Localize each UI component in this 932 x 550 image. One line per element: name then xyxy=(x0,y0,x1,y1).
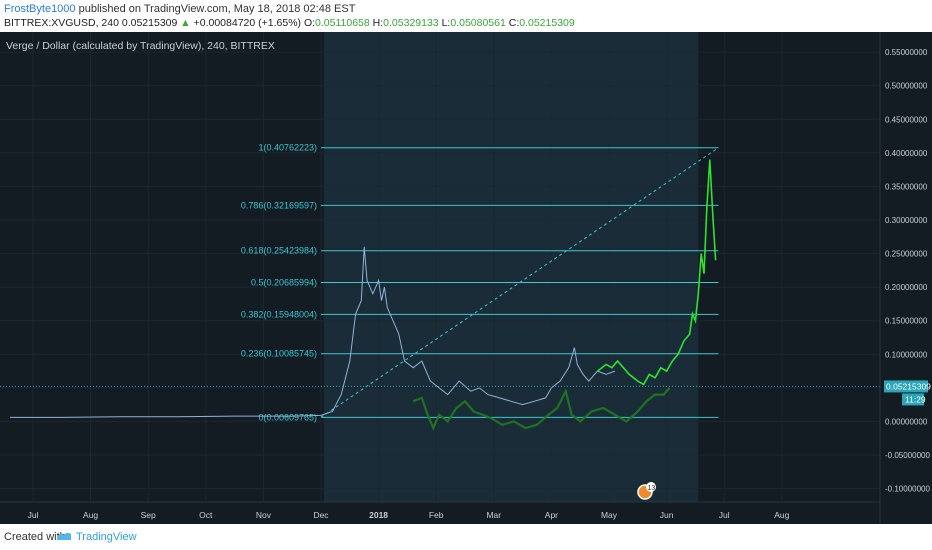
close-label: C: xyxy=(508,17,520,29)
grid-lines xyxy=(0,32,880,502)
tradingview-link[interactable]: TradingView xyxy=(76,531,137,543)
countdown-value: 11:29 xyxy=(905,394,926,404)
published-text: published on TradingView.com, May 18, 20… xyxy=(75,3,356,15)
y-tick-label: 0.30000000 xyxy=(885,216,928,225)
publish-header: FrostByte1000 published on TradingView.c… xyxy=(0,0,932,32)
x-tick-label: Apr xyxy=(545,510,558,520)
price-tag-value: 0.05215309 xyxy=(886,381,931,391)
fib-level-label: 1(0.40762223) xyxy=(258,143,317,153)
open-label: O: xyxy=(303,17,316,29)
high-label: H: xyxy=(372,17,384,29)
fib-level-label: 0.5(0.20685994) xyxy=(251,278,317,288)
y-tick-label: 0.25000000 xyxy=(885,250,928,259)
change-value: +0.00084720 (+1.65%) xyxy=(193,17,302,29)
tradingview-logo-icon xyxy=(57,532,71,540)
highlight-range-band xyxy=(323,32,699,502)
y-tick-label: 0.45000000 xyxy=(885,115,928,124)
open-value: 0.05110658 xyxy=(315,17,370,29)
footer: Created with TradingView xyxy=(0,524,932,550)
price-tag: 0.05215309 11:29 xyxy=(884,380,931,406)
x-tick-label: Aug xyxy=(83,510,98,520)
x-tick-label: Aug xyxy=(774,510,789,520)
event-flag-icon[interactable]: 13 xyxy=(637,482,656,500)
x-tick-label: Sep xyxy=(141,510,156,520)
ohlc-line: BITTREX:XVGUSD, 240 0.05215309 ▲ +0.0008… xyxy=(4,17,575,29)
created-with-text: Created with xyxy=(4,531,66,543)
fib-level-label: 0.786(0.32169597) xyxy=(241,200,317,210)
x-tick-label: 2018 xyxy=(369,510,388,520)
fib-level-label: 0.382(0.15948004) xyxy=(241,309,317,319)
x-tick-label: Jul xyxy=(719,510,730,520)
y-tick-label: 0.40000000 xyxy=(885,149,928,158)
fib-trend-line[interactable] xyxy=(320,147,719,418)
y-tick-label: 0.50000000 xyxy=(885,82,928,91)
x-tick-label: May xyxy=(601,510,618,520)
low-label: L: xyxy=(441,17,451,29)
high-value: 0.05329133 xyxy=(383,17,439,29)
y-tick-label: 0.00000000 xyxy=(885,417,928,426)
up-arrow-icon: ▲ xyxy=(180,17,191,29)
publish-line: FrostByte1000 published on TradingView.c… xyxy=(4,3,355,15)
symbol-label: BITTREX:XVGUSD, 240 xyxy=(4,17,119,29)
x-tick-label: Nov xyxy=(256,510,272,520)
chart-area[interactable]: 0(0.00609765) 0.236(0.10085745) 0.382(0.15… xyxy=(0,32,932,524)
low-value: 0.05080561 xyxy=(450,17,506,29)
x-tick-label: Oct xyxy=(199,510,213,520)
series-forecast-line xyxy=(597,159,717,386)
publisher-link[interactable]: FrostByte1000 xyxy=(4,3,76,15)
close-value: 0.05215309 xyxy=(519,17,575,29)
y-tick-label: 0.20000000 xyxy=(885,283,928,292)
x-tick-label: Mar xyxy=(486,510,501,520)
y-tick-label: -0.05000000 xyxy=(885,451,930,460)
series-price-line xyxy=(10,246,615,418)
fibonacci-retracement[interactable]: 0(0.00609765) 0.236(0.10085745) 0.382(0.15… xyxy=(241,143,719,423)
y-tick-label: -0.10000000 xyxy=(885,485,930,494)
x-axis[interactable]: Jul Aug Sep Oct Nov Dec 2018 Feb Mar Apr May Jun Jul… xyxy=(28,510,790,520)
x-tick-label: Jun xyxy=(660,510,674,520)
last-price: 0.05215309 xyxy=(121,17,178,29)
event-badge-count: 13 xyxy=(648,485,656,492)
fib-level-label: 0.236(0.10085745) xyxy=(241,349,317,359)
y-tick-label: 0.15000000 xyxy=(885,317,928,326)
y-tick-label: 0.10000000 xyxy=(885,350,928,359)
fib-level-label: 0.618(0.25423984) xyxy=(241,246,317,256)
fib-level-label: 0(0.00609765) xyxy=(258,412,317,422)
series-echo-line xyxy=(412,387,671,431)
y-tick-label: 0.35000000 xyxy=(885,182,928,191)
y-tick-label: 0.55000000 xyxy=(885,48,928,57)
price-chart[interactable]: 0(0.00609765) 0.236(0.10085745) 0.382(0.15… xyxy=(0,32,932,524)
chart-title: Verge / Dollar (calculated by TradingVie… xyxy=(6,40,275,52)
x-tick-label: Jul xyxy=(28,510,39,520)
x-tick-label: Feb xyxy=(429,510,444,520)
x-tick-label: Dec xyxy=(313,510,329,520)
y-axis[interactable]: 0.55000000 0.50000000 0.45000000 0.40000000… xyxy=(885,48,930,493)
